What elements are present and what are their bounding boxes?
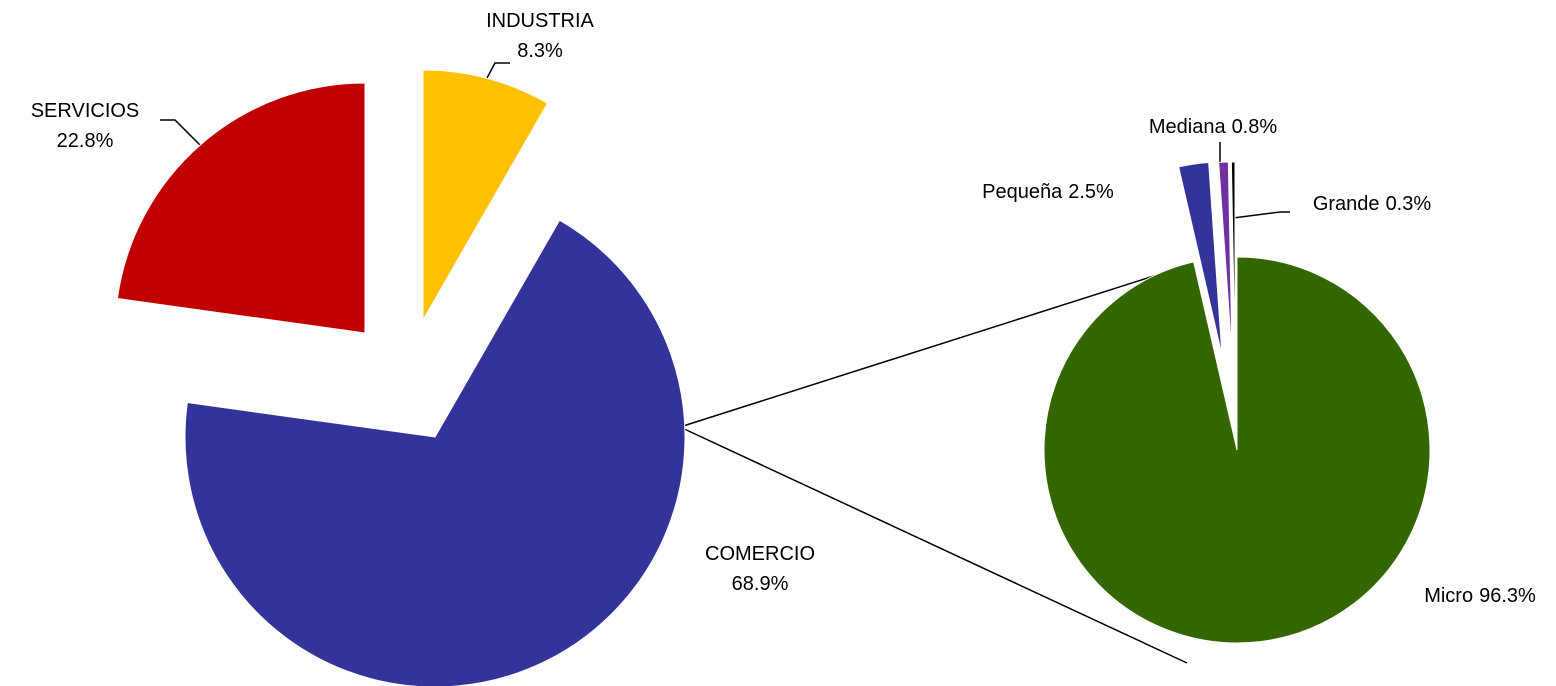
value-label: 22.8%: [57, 130, 114, 152]
pie-slice: [184, 219, 686, 686]
connector-line: [679, 426, 1188, 664]
pie-slice: [1218, 161, 1233, 356]
pie-slice: [1178, 161, 1223, 356]
category-label: SERVICIOS: [31, 100, 140, 122]
pie-slice: [422, 69, 549, 322]
category-label: Grande: [1313, 193, 1380, 215]
data-label: Pequeña 2.5%: [982, 181, 1114, 203]
data-label: SERVICIOS 22.8%: [31, 100, 140, 152]
data-label: Mediana 0.8%: [1149, 116, 1278, 138]
category-label: Pequeña: [982, 181, 1063, 203]
leader-line: [1232, 211, 1290, 219]
value-label: 0.3%: [1386, 193, 1432, 215]
category-label: Mediana: [1149, 116, 1227, 138]
value-label: 8.3%: [517, 40, 563, 62]
data-label: COMERCIO 68.9%: [705, 543, 815, 595]
connector-line: [679, 274, 1158, 428]
leader-line: [160, 119, 204, 149]
value-label: 96.3%: [1479, 585, 1536, 607]
category-label: INDUSTRIA: [486, 10, 594, 32]
data-label: Grande 0.3%: [1313, 193, 1432, 215]
pie-slice: [1230, 161, 1236, 356]
data-label: Micro 96.3%: [1424, 585, 1536, 607]
category-label: COMERCIO: [705, 543, 815, 565]
value-label: 68.9%: [732, 573, 789, 595]
category-label: Micro: [1424, 585, 1473, 607]
leader-line: [486, 62, 510, 79]
data-label: INDUSTRIA 8.3%: [486, 10, 594, 62]
value-label: 2.5%: [1068, 181, 1114, 203]
value-label: 0.8%: [1232, 116, 1278, 138]
pie-slice: [1043, 256, 1431, 644]
pie-slice: [116, 82, 366, 334]
